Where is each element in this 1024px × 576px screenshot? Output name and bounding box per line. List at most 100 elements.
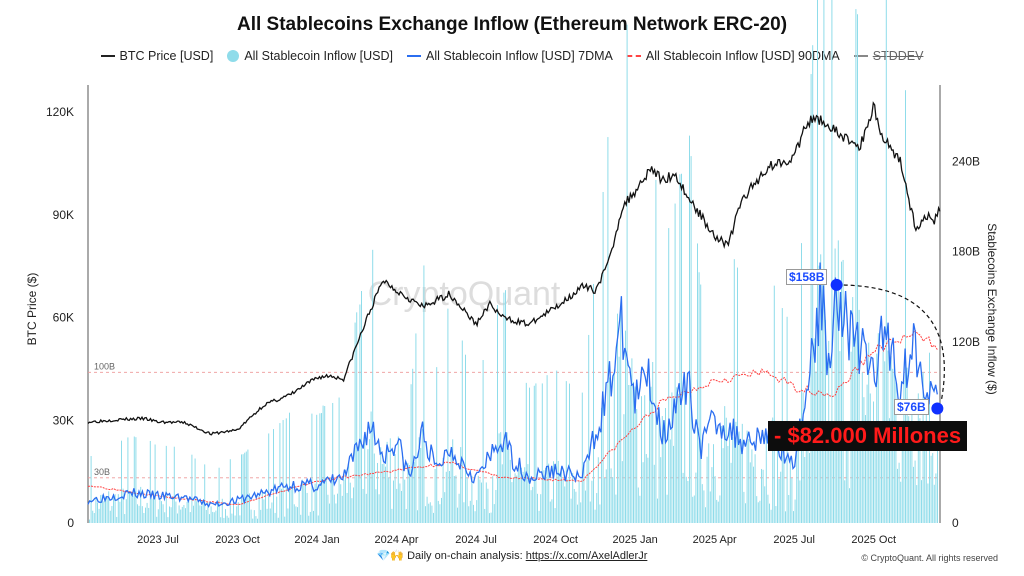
inflow-bar	[573, 489, 575, 523]
inflow-bar	[193, 505, 194, 523]
inflow-bar	[305, 482, 306, 523]
inflow-bar	[145, 507, 146, 523]
inflow-bar	[561, 467, 562, 523]
inflow-bar	[865, 415, 866, 523]
inflow-bar	[847, 443, 849, 523]
inflow-bar	[844, 480, 846, 523]
inflow-bar	[485, 482, 487, 523]
inflow-bar	[599, 504, 601, 523]
inflow-bar	[137, 504, 138, 523]
inflow-bar	[652, 361, 654, 523]
inflow-bar	[349, 482, 351, 523]
inflow-bar	[685, 476, 687, 523]
inflow-bar	[709, 491, 711, 523]
inflow-bar	[285, 418, 287, 523]
inflow-bar	[343, 479, 345, 523]
inflow-bar	[111, 506, 113, 523]
inflow-bar	[159, 499, 161, 523]
inflow-bar	[357, 451, 359, 523]
y-right-tick: 0	[952, 516, 959, 530]
inflow-bar	[807, 450, 809, 523]
inflow-bar	[209, 514, 210, 523]
inflow-bar	[409, 465, 410, 523]
inflow-bar	[532, 486, 534, 523]
legend-btc[interactable]: BTC Price [USD]	[100, 49, 213, 63]
inflow-bar	[119, 501, 121, 523]
inflow-bar	[871, 422, 873, 523]
inflow-bar	[602, 191, 604, 524]
inflow-bar	[405, 508, 407, 523]
inflow-bar	[226, 515, 228, 523]
inflow-bar	[300, 514, 302, 523]
inflow-bar	[241, 454, 242, 523]
inflow-bar	[706, 456, 708, 523]
inflow-bar	[903, 380, 905, 523]
inflow-bar	[199, 505, 201, 523]
inflow-bar	[452, 439, 454, 523]
inflow-bar	[204, 464, 206, 523]
inflow-bar	[557, 460, 559, 523]
inflow-bar	[425, 506, 426, 523]
inflow-bar	[333, 494, 335, 523]
inflow-bar	[669, 439, 671, 523]
inflow-bar	[108, 491, 110, 523]
inflow-bar	[749, 462, 751, 523]
inflow-bar	[551, 499, 553, 523]
inflow-bar	[365, 493, 367, 523]
copyright: © CryptoQuant. All rights reserved	[861, 553, 998, 563]
inflow-bar	[481, 482, 482, 523]
inflow-bar	[394, 454, 396, 523]
inflow-bar	[132, 495, 134, 523]
inflow-bar	[442, 457, 444, 523]
inflow-bar	[345, 469, 346, 523]
inflow-bar	[295, 506, 297, 523]
inflow-bar	[914, 460, 916, 523]
inflow-bar	[268, 433, 270, 523]
inflow-bar	[202, 501, 204, 523]
inflow-bar	[290, 489, 292, 523]
inflow-bar	[501, 464, 503, 523]
inflow-bar	[274, 512, 276, 523]
inflow-bar	[253, 510, 255, 523]
inflow-bar	[789, 458, 791, 523]
inflow-bar	[229, 459, 231, 523]
inflow-bar	[458, 493, 460, 523]
inflow-bar	[473, 504, 474, 523]
inflow-bar	[396, 488, 398, 523]
inflow-bar	[548, 463, 550, 523]
inflow-bar	[167, 517, 169, 523]
inflow-bar	[833, 448, 834, 523]
inflow-bar	[175, 501, 177, 523]
inflow-bar	[698, 272, 700, 523]
inflow-bar	[106, 497, 108, 523]
inflow-bar	[156, 516, 158, 523]
inflow-bar	[418, 437, 420, 523]
inflow-bar	[410, 384, 412, 523]
inflow-bar	[129, 491, 130, 523]
inflow-bar	[466, 477, 468, 523]
inflow-bar	[172, 496, 174, 523]
inflow-bar	[161, 501, 162, 523]
inflow-bar	[649, 381, 650, 523]
x-tick: 2025 Jul	[773, 534, 815, 546]
inflow-bar	[701, 484, 703, 523]
inflow-bar	[444, 492, 446, 523]
inflow-bar	[788, 495, 790, 523]
legend-stddev[interactable]: STDDEV	[853, 49, 923, 63]
drop-callout: - $82.000 Millones	[768, 421, 968, 451]
inflow-bar	[583, 462, 585, 523]
legend-7dma[interactable]: All Stablecoin Inflow [USD] 7DMA	[407, 49, 613, 63]
legend-inflow[interactable]: All Stablecoin Inflow [USD]	[227, 49, 393, 63]
inflow-bar	[260, 509, 262, 523]
inflow-bar	[740, 444, 742, 523]
legend-90dma[interactable]: All Stablecoin Inflow [USD] 90DMA	[626, 49, 840, 63]
inflow-bar	[95, 496, 97, 523]
inflow-bar	[666, 494, 668, 523]
inflow-bar	[401, 490, 402, 523]
inflow-bar	[637, 487, 639, 523]
inflow-bar	[465, 354, 466, 523]
footer-link[interactable]: https://x.com/AxelAdlerJr	[525, 550, 648, 562]
inflow-bar	[631, 358, 633, 523]
inflow-bar	[577, 504, 578, 523]
inflow-bar	[633, 381, 634, 523]
